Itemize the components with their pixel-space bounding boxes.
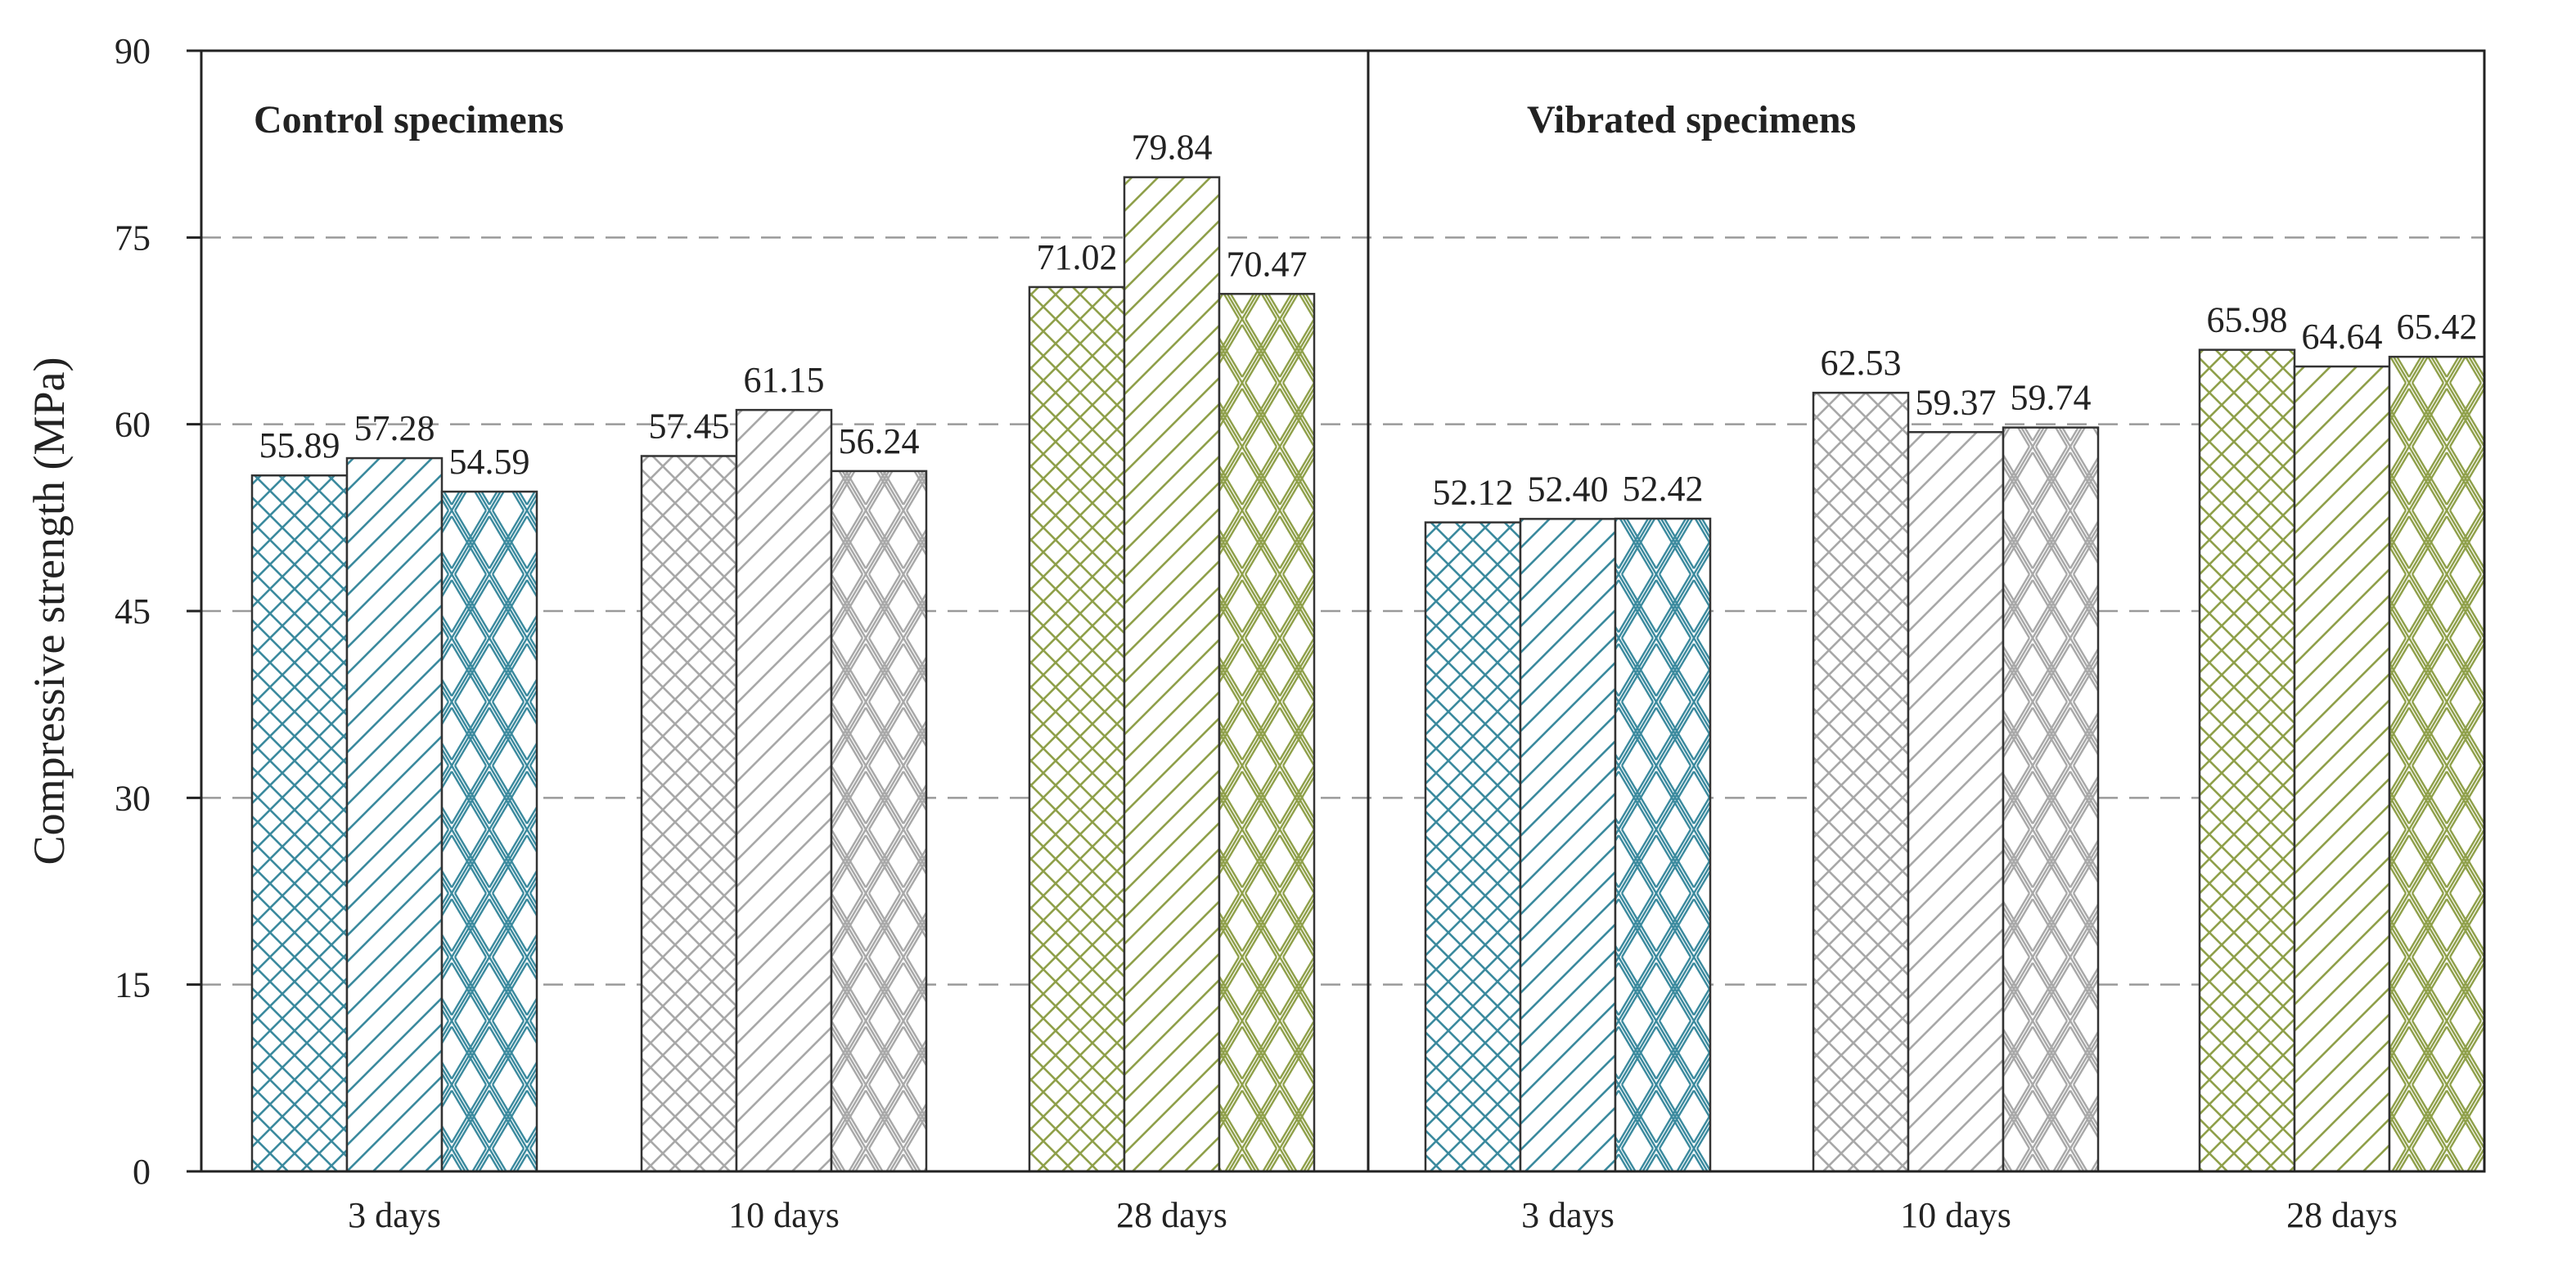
y-tick-label: 60 xyxy=(115,405,151,445)
grid-lines xyxy=(201,236,2484,986)
bar-vibrated-10-days-1 xyxy=(1812,391,1910,1173)
bar-control-28-days-2 xyxy=(1123,176,1221,1173)
bar-control-10-days-2 xyxy=(735,408,833,1173)
data-label: 71.02 xyxy=(1037,237,1118,277)
y-axis-title: Compressive strength (MPa) xyxy=(25,357,74,865)
bar-vibrated-3-days-2 xyxy=(1519,518,1617,1173)
y-tick-label: 45 xyxy=(115,591,151,632)
panel-title-control: Control specimens xyxy=(254,98,564,142)
data-label: 65.42 xyxy=(2397,307,2478,347)
data-label: 59.37 xyxy=(1916,382,1997,422)
data-label: 70.47 xyxy=(1227,244,1308,284)
bar-control-3-days-3 xyxy=(440,490,538,1173)
y-tick-label: 90 xyxy=(115,31,151,71)
data-label: 52.12 xyxy=(1433,473,1514,513)
data-label: 55.89 xyxy=(259,425,340,465)
bar-vibrated-10-days-2 xyxy=(1907,431,2005,1173)
data-label: 59.74 xyxy=(2011,378,2092,418)
x-tick-label: 3 days xyxy=(348,1195,441,1235)
bar-control-10-days-1 xyxy=(640,455,738,1173)
data-label: 52.40 xyxy=(1528,469,1609,509)
x-tick-label: 3 days xyxy=(1521,1195,1615,1235)
x-tick-label: 10 days xyxy=(728,1195,840,1235)
bar-control-10-days-3 xyxy=(830,470,928,1173)
y-tick-label: 30 xyxy=(115,778,151,818)
labels: 55.89 57.28 54.59 3 days 57.45 61.15 56.24 10 d… xyxy=(25,31,2478,1235)
x-tick-label: 10 days xyxy=(1900,1195,2011,1235)
x-tick-label: 28 days xyxy=(1116,1195,1227,1235)
plot-frame xyxy=(187,49,2486,1173)
bar-vibrated-3-days-3 xyxy=(1614,517,1712,1173)
bar-control-3-days-1 xyxy=(250,474,349,1173)
bar-control-28-days-1 xyxy=(1028,285,1126,1173)
data-label: 79.84 xyxy=(1132,128,1213,168)
bar-vibrated-10-days-3 xyxy=(2002,426,2100,1173)
y-tick-label: 0 xyxy=(133,1152,151,1192)
data-label: 64.64 xyxy=(2302,317,2383,357)
data-label: 57.28 xyxy=(354,408,435,448)
data-label: 62.53 xyxy=(1821,343,1902,383)
bars xyxy=(250,176,2486,1173)
y-tick-label: 75 xyxy=(115,218,151,258)
y-tick-label: 15 xyxy=(115,965,151,1005)
data-label: 65.98 xyxy=(2207,300,2288,340)
bar-control-3-days-2 xyxy=(345,456,444,1173)
bar-vibrated-28-days-3 xyxy=(2388,355,2486,1173)
data-label: 52.42 xyxy=(1623,469,1704,509)
bar-vibrated-28-days-2 xyxy=(2293,365,2391,1173)
bar-vibrated-3-days-1 xyxy=(1424,521,1522,1173)
data-label: 56.24 xyxy=(839,421,920,461)
data-label: 61.15 xyxy=(744,360,825,400)
bar-control-28-days-3 xyxy=(1218,293,1316,1173)
x-tick-label: 28 days xyxy=(2286,1195,2398,1235)
panel-title-vibrated: Vibrated specimens xyxy=(1527,98,1856,142)
bar-vibrated-28-days-1 xyxy=(2198,348,2296,1173)
data-label: 54.59 xyxy=(449,442,530,482)
data-label: 57.45 xyxy=(649,406,730,446)
